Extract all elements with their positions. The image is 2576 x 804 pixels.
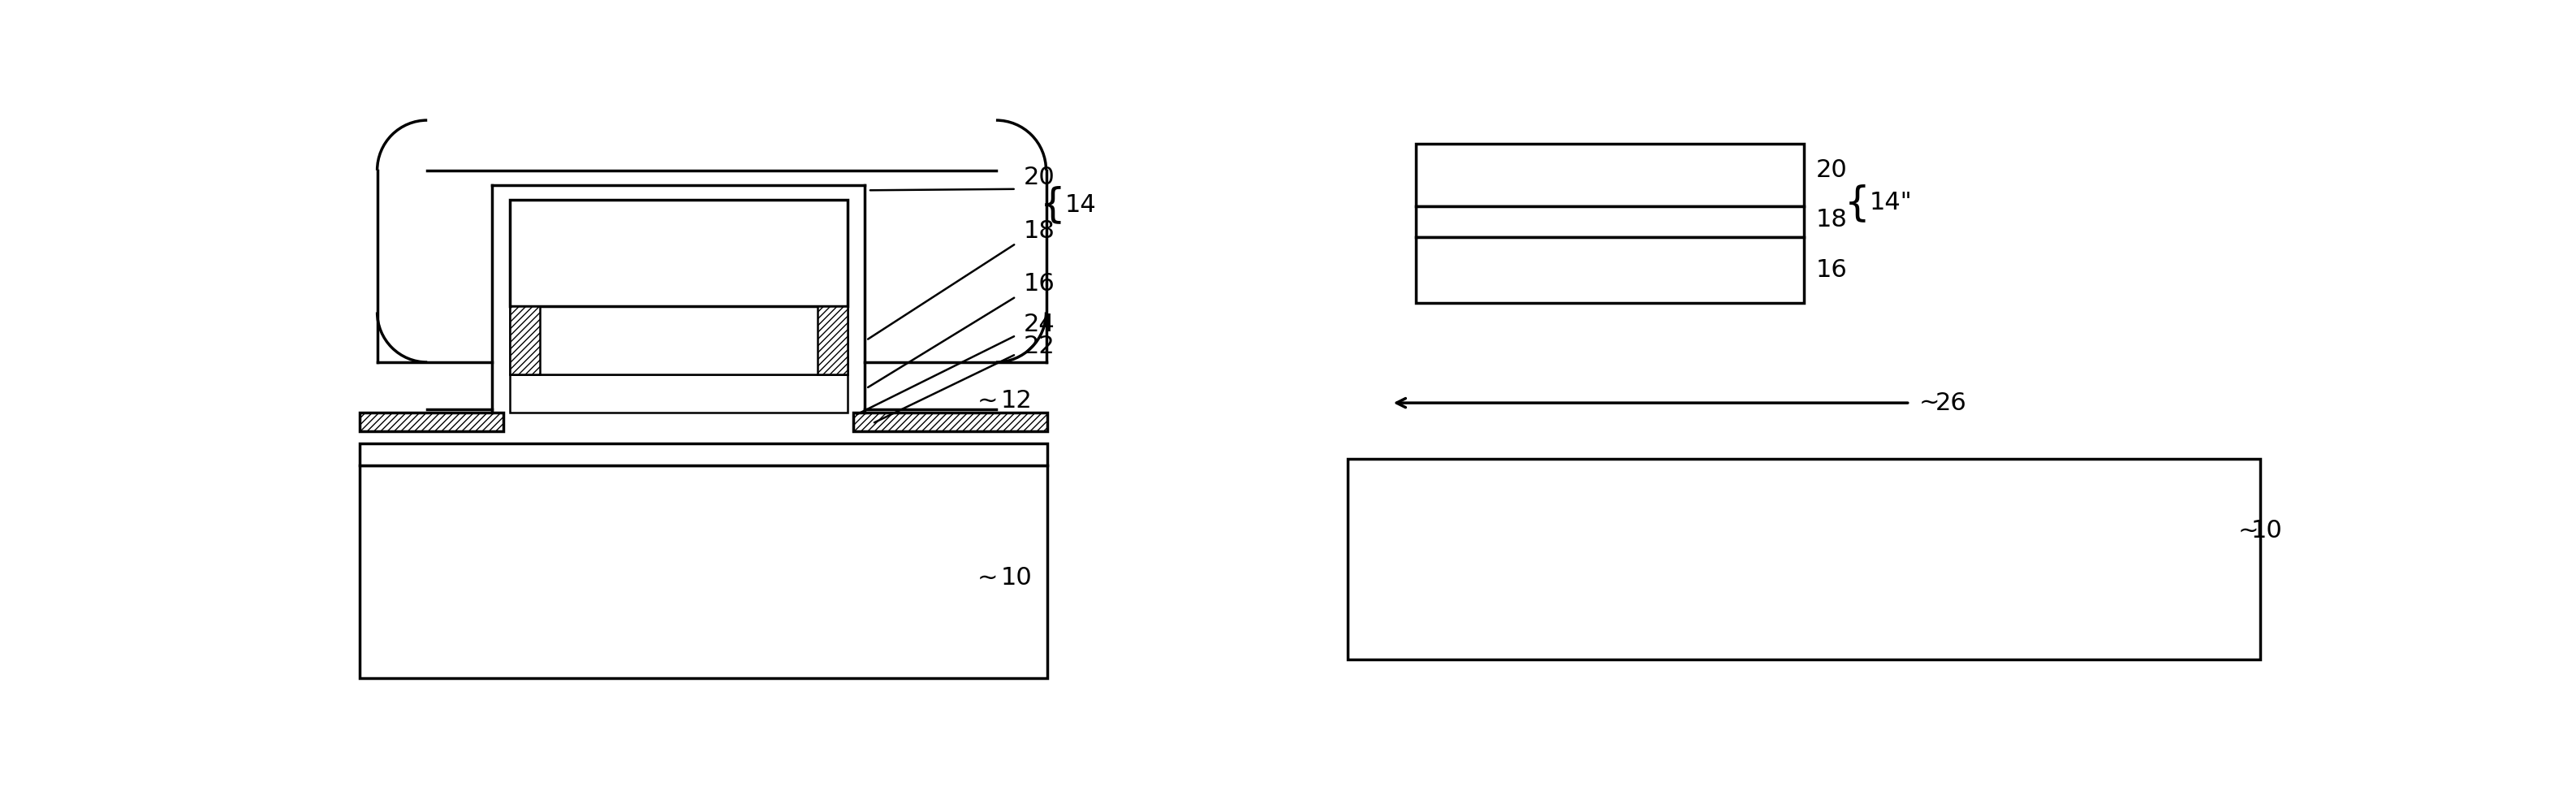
Bar — [1417, 206, 1803, 237]
Text: 20: 20 — [1023, 166, 1056, 190]
Text: 20: 20 — [1816, 158, 1847, 182]
Bar — [510, 199, 848, 306]
Bar — [510, 306, 541, 375]
Bar — [817, 306, 848, 375]
Text: 14: 14 — [1064, 193, 1097, 216]
Text: ~: ~ — [1919, 391, 1940, 415]
Text: 10: 10 — [2251, 519, 2282, 543]
Text: {: { — [1844, 183, 1870, 222]
Bar — [510, 375, 848, 412]
Bar — [853, 412, 1048, 431]
Bar — [361, 412, 502, 431]
Text: 10: 10 — [999, 566, 1033, 590]
Text: 14": 14" — [1870, 191, 1911, 215]
Text: 18: 18 — [1816, 208, 1847, 232]
Bar — [510, 306, 848, 375]
Text: {: { — [1041, 185, 1066, 224]
Text: 12: 12 — [999, 389, 1033, 412]
Text: 18: 18 — [1023, 219, 1056, 243]
Text: 16: 16 — [1023, 273, 1056, 296]
Bar — [361, 444, 1048, 466]
Bar — [1417, 143, 1803, 206]
Bar — [1417, 237, 1803, 303]
Bar — [1347, 459, 2259, 659]
Text: 26: 26 — [1935, 391, 1965, 415]
Bar — [361, 466, 1048, 678]
Text: ~: ~ — [979, 566, 999, 590]
Text: 16: 16 — [1816, 259, 1847, 282]
Text: 24: 24 — [1023, 313, 1056, 337]
Text: 22: 22 — [1023, 334, 1056, 359]
Text: ~: ~ — [979, 389, 999, 412]
Text: ~: ~ — [2239, 519, 2259, 543]
